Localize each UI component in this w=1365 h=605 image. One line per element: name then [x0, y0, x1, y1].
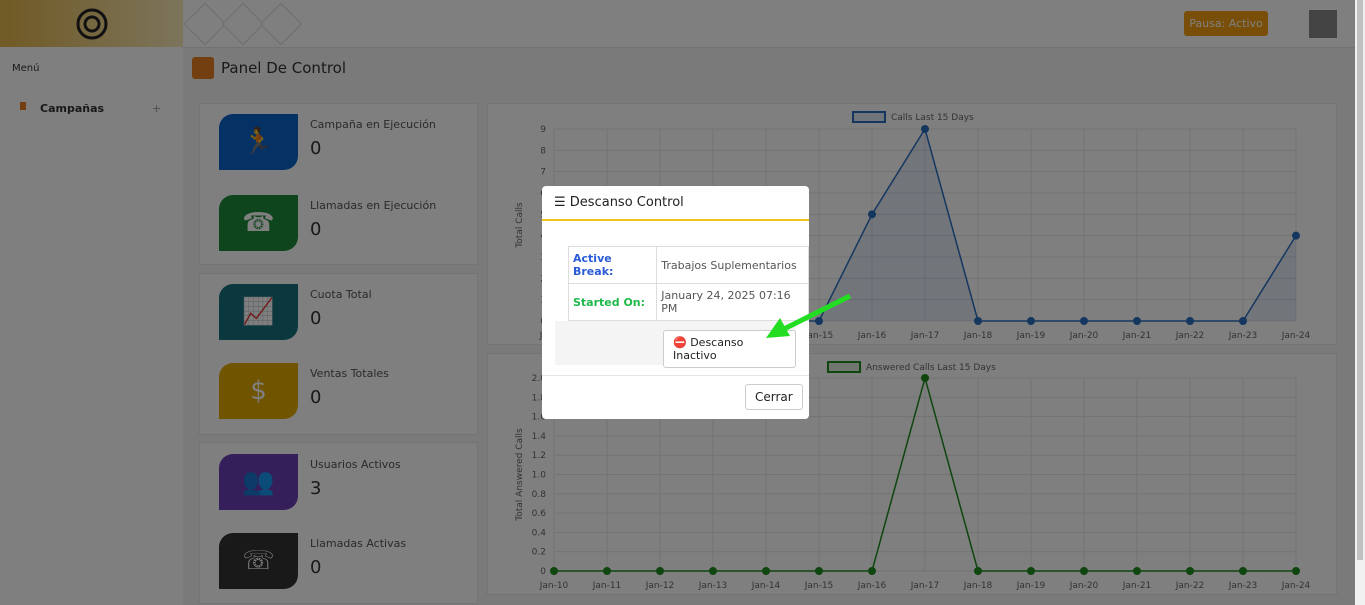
cell-label: Started On: [567, 283, 658, 321]
modal: ☰ Descanso Control Active Break: Trabajos… [542, 186, 809, 419]
divider [542, 375, 809, 376]
cell-value: January 24, 2025 07:16 PM [656, 283, 809, 321]
break-table: Active Break: Trabajos Suplementarios Sta… [567, 246, 809, 321]
annotation-arrow [766, 293, 852, 338]
cell-label: Active Break: [567, 246, 658, 284]
scrollbar[interactable] [1355, 0, 1365, 605]
button-text: Descanso Inactivo [673, 336, 744, 362]
modal-header: ☰ Descanso Control [542, 186, 809, 221]
modal-title: ☰ Descanso Control [554, 195, 684, 210]
cell-value: Trabajos Suplementarios [656, 246, 809, 284]
close-button[interactable]: Cerrar [745, 384, 803, 410]
modal-title-text: Descanso Control [569, 195, 684, 210]
